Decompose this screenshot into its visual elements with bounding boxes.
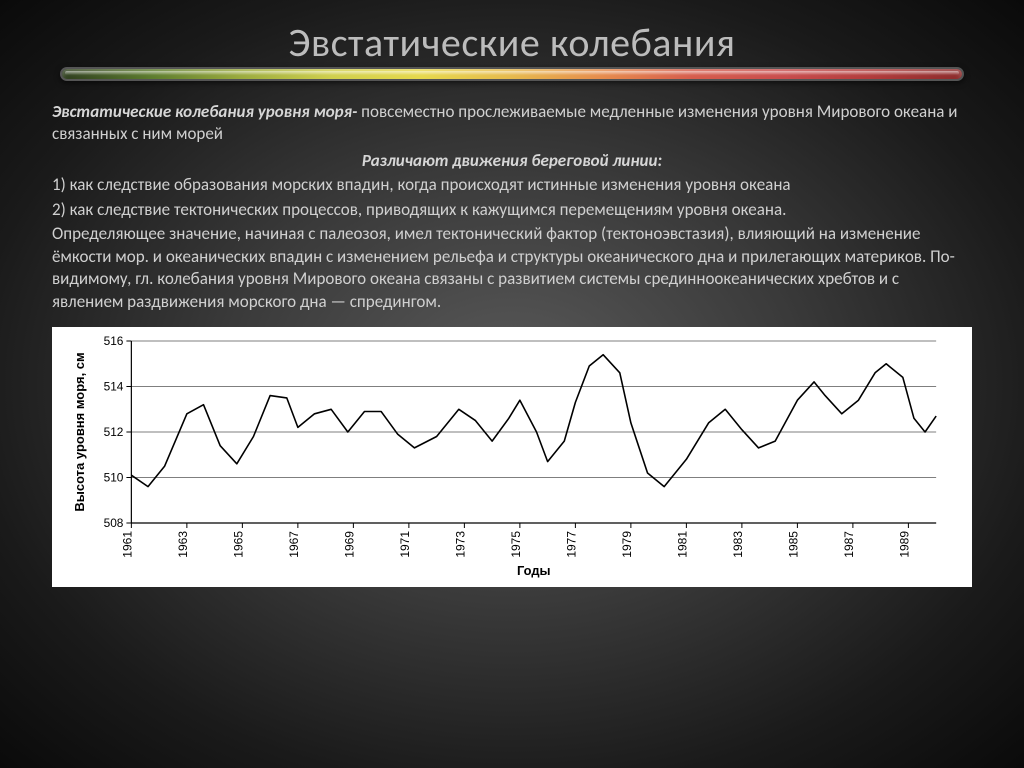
chart-svg: 508 510 512 514 516 1961 1963 1965 1967 1969 1971 1…: [60, 335, 952, 579]
svg-text:1983: 1983: [731, 531, 745, 558]
svg-text:510: 510: [104, 470, 124, 484]
svg-text:1987: 1987: [842, 531, 856, 558]
svg-text:1965: 1965: [231, 531, 245, 558]
svg-text:1977: 1977: [564, 531, 578, 558]
svg-text:1979: 1979: [620, 531, 634, 558]
svg-text:1981: 1981: [675, 531, 689, 558]
paragraph-3: Определяющее значение, начиная с палеозо…: [52, 223, 972, 313]
point-1: 1) как следствие образования морских впа…: [52, 174, 972, 196]
svg-text:Годы: Годы: [517, 563, 551, 578]
title-underline-gradient: [60, 67, 964, 81]
svg-text:508: 508: [104, 516, 124, 530]
slide-title: Эвстатические колебания: [60, 18, 964, 67]
svg-text:1975: 1975: [509, 531, 523, 558]
svg-text:1989: 1989: [897, 531, 911, 558]
svg-text:Высота уровня моря, см: Высота уровня моря, см: [72, 352, 87, 511]
title-bar: Эвстатические колебания: [60, 28, 964, 81]
subheading: Различают движения береговой линии:: [52, 150, 972, 172]
svg-text:516: 516: [104, 335, 124, 348]
svg-text:1967: 1967: [287, 531, 301, 558]
svg-text:1985: 1985: [786, 531, 800, 558]
body-text: Эвстатические колебания уровня моря- пов…: [52, 101, 972, 313]
intro-paragraph: Эвстатические колебания уровня моря- пов…: [52, 101, 972, 146]
svg-text:1961: 1961: [120, 531, 134, 558]
svg-text:1963: 1963: [176, 531, 190, 558]
svg-text:514: 514: [104, 379, 124, 393]
point-2: 2) как следствие тектонических процессов…: [52, 199, 972, 221]
svg-text:512: 512: [104, 425, 124, 439]
svg-text:1971: 1971: [398, 531, 412, 558]
svg-text:1969: 1969: [342, 531, 356, 558]
sea-level-chart: 508 510 512 514 516 1961 1963 1965 1967 1969 1971 1…: [52, 327, 972, 587]
intro-term: Эвстатические колебания уровня моря-: [52, 101, 357, 122]
svg-text:1973: 1973: [453, 531, 467, 558]
